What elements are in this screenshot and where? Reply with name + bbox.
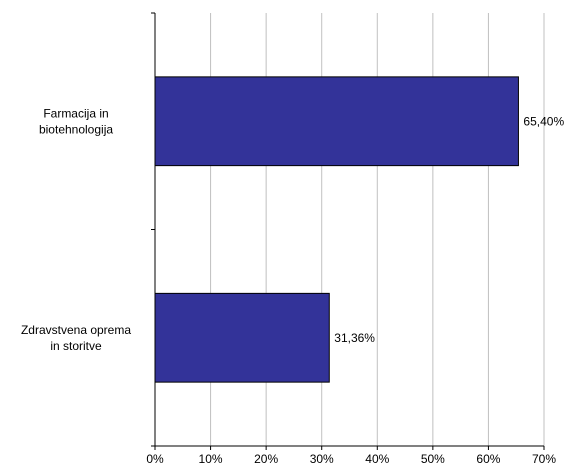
category-label: biotehnologija [39,122,113,136]
x-tick-label: 10% [199,452,223,466]
category-label: Farmacija in [43,106,108,120]
labels: 65,40% 31,36% 0% 10% 20% 30% 40% 50% 60% 70% Farma… [21,106,564,466]
bar [154,76,519,167]
category-label: Zdravstvena oprema [21,323,131,337]
axes [151,12,545,450]
x-tick-label: 50% [421,452,445,466]
x-tick-label: 20% [254,452,278,466]
x-tick-label: 40% [365,452,389,466]
data-label: 65,40% [523,114,564,128]
x-tick-label: 0% [146,452,164,466]
x-tick-label: 70% [532,452,556,466]
bars [154,76,519,383]
category-label: in storitve [50,339,102,353]
x-tick-label: 30% [310,452,334,466]
bar [154,292,330,383]
data-label: 31,36% [334,331,375,345]
x-tick-label: 60% [476,452,500,466]
